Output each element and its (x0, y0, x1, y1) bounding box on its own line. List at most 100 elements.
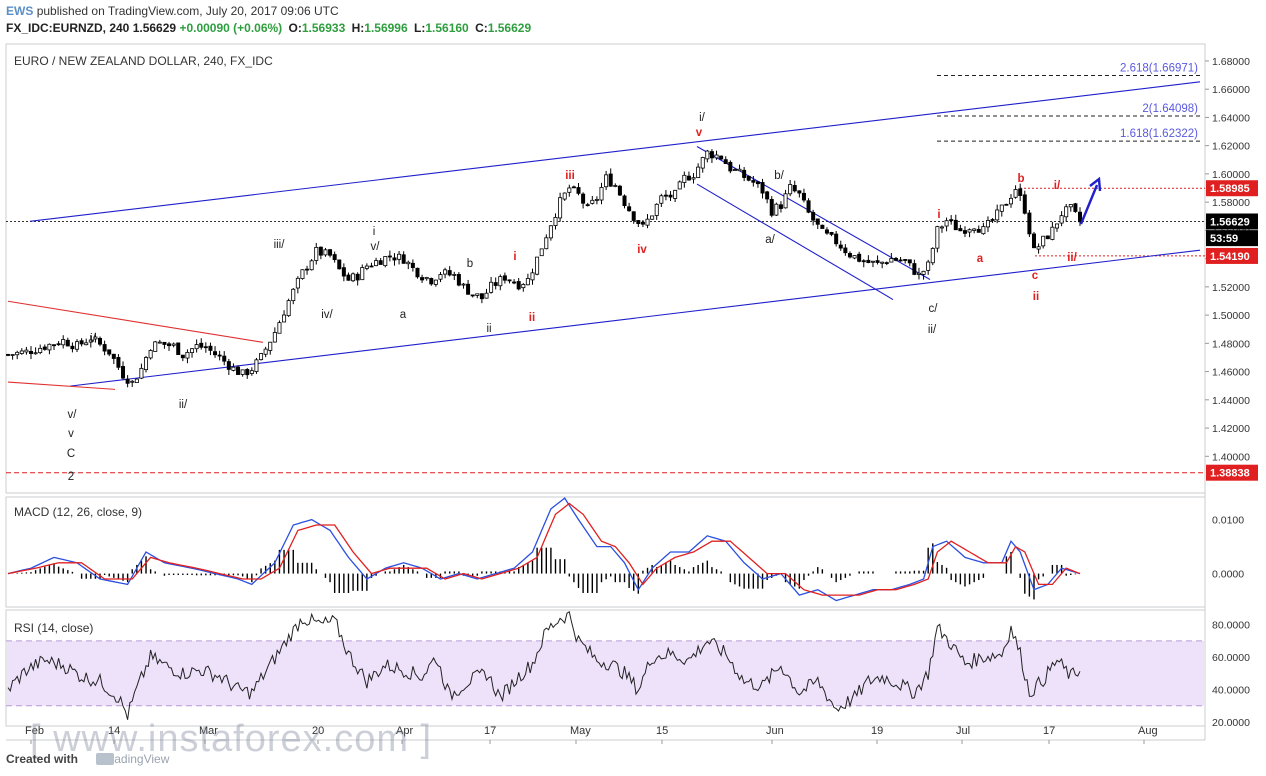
publish-text: published on TradingView.com, July 20, 2… (36, 4, 339, 18)
candle-body (944, 220, 949, 227)
time-axis-label: 17 (1043, 725, 1055, 737)
wave-label: c/ (929, 303, 939, 315)
close-label: C: (475, 21, 488, 35)
candle-body (553, 216, 558, 226)
candle-body (438, 274, 443, 280)
wedge-upper-line (7, 300, 264, 343)
candle-body (696, 166, 701, 178)
candle-body (121, 366, 126, 379)
candle-body (401, 254, 406, 264)
candle-body (1078, 211, 1083, 223)
price-tag-label: 1.54190 (1210, 251, 1250, 263)
wave-label: ii/ (179, 399, 188, 411)
candle-body (985, 220, 990, 228)
candle-body (604, 174, 609, 188)
candle-body (1036, 246, 1041, 250)
candle-body (544, 237, 549, 250)
price-axis-label: 1.68000 (1212, 56, 1250, 68)
open-label: O: (288, 21, 302, 35)
candle-body (429, 278, 434, 285)
candle-body (530, 272, 535, 281)
price-tag (1206, 230, 1258, 247)
candle-body (912, 263, 917, 275)
price-axis-label: 1.60000 (1212, 169, 1250, 181)
candle-body (217, 354, 222, 357)
candle-body (521, 284, 526, 289)
price-candles (6, 149, 1083, 388)
indicator-lines (7, 497, 1081, 720)
ohlc-line: FX_IDC:EURNZD, 240 1.56629 +0.00090 (+0.… (6, 21, 531, 35)
time-axis-label: 20 (312, 725, 324, 737)
time-axis-label: 15 (656, 725, 668, 737)
candle-body (259, 353, 264, 361)
candle-body (1045, 235, 1050, 240)
candle-body (447, 270, 452, 276)
last-price: 1.56629 (132, 21, 177, 35)
candle-body (38, 347, 43, 353)
wave-label: C (67, 448, 75, 460)
time-axis-label: 14 (108, 725, 120, 737)
candle-body (139, 367, 144, 379)
candle-body (507, 279, 512, 282)
candle-body (769, 199, 774, 216)
candle-body (1041, 235, 1046, 247)
candle-body (627, 206, 632, 212)
pane-frames (5, 43, 1206, 741)
candle-body (148, 350, 153, 359)
candle-body (806, 200, 811, 213)
candle-body (42, 346, 47, 350)
candle-body (415, 267, 420, 278)
candle-body (125, 378, 130, 384)
candle-body (249, 370, 254, 374)
candle-body (355, 273, 360, 281)
candle-body (861, 260, 866, 263)
macd-axis-label: 0.0000 (1212, 569, 1244, 581)
candle-body (1018, 188, 1023, 196)
candle-body (231, 366, 236, 371)
candle-body (705, 150, 710, 160)
candle-body (650, 215, 655, 220)
fib-target-label: 2.618(1.66971) (1120, 62, 1198, 74)
candle-body (926, 261, 931, 271)
candle-body (581, 193, 586, 204)
wedge-lower-line (7, 381, 116, 390)
time-axis-label: Jun (766, 725, 784, 737)
candle-body (461, 283, 466, 286)
candle-body (374, 260, 379, 267)
candle-body (723, 159, 728, 165)
candle-body (755, 181, 760, 185)
candle-body (157, 341, 162, 344)
wave-label: iii (565, 170, 575, 182)
candle-body (268, 341, 273, 351)
price-change: +0.00090 (+0.06%) (179, 21, 283, 35)
candle-body (893, 257, 898, 261)
candle-body (337, 259, 342, 270)
candle-body (180, 354, 185, 359)
candle-body (622, 195, 627, 207)
time-axis-label: Apr (396, 725, 413, 737)
candle-body (93, 336, 98, 340)
price-tag-label: 1.38838 (1210, 468, 1250, 480)
wave-label: i/ (699, 112, 706, 124)
candle-body (300, 269, 305, 279)
low-value: 1.56160 (425, 21, 469, 35)
wave-label: i/ (1054, 180, 1061, 192)
candle-body (1004, 203, 1009, 206)
candle-body (61, 339, 66, 346)
candle-body (834, 233, 839, 245)
candle-body (640, 221, 645, 225)
high-label: H: (351, 21, 365, 35)
candle-body (898, 259, 903, 262)
candle-body (972, 228, 977, 231)
open-value: 1.56933 (301, 21, 346, 35)
candle-body (663, 194, 668, 197)
macd-pane-title: MACD (12, 26, close, 9) (14, 505, 142, 519)
candle-body (360, 267, 365, 281)
price-axis-label: 1.52000 (1212, 282, 1250, 294)
candle-body (475, 293, 480, 296)
candle-body (29, 350, 34, 354)
candle-body (567, 187, 572, 193)
wave-label: v (696, 127, 703, 139)
candle-body (815, 218, 820, 225)
